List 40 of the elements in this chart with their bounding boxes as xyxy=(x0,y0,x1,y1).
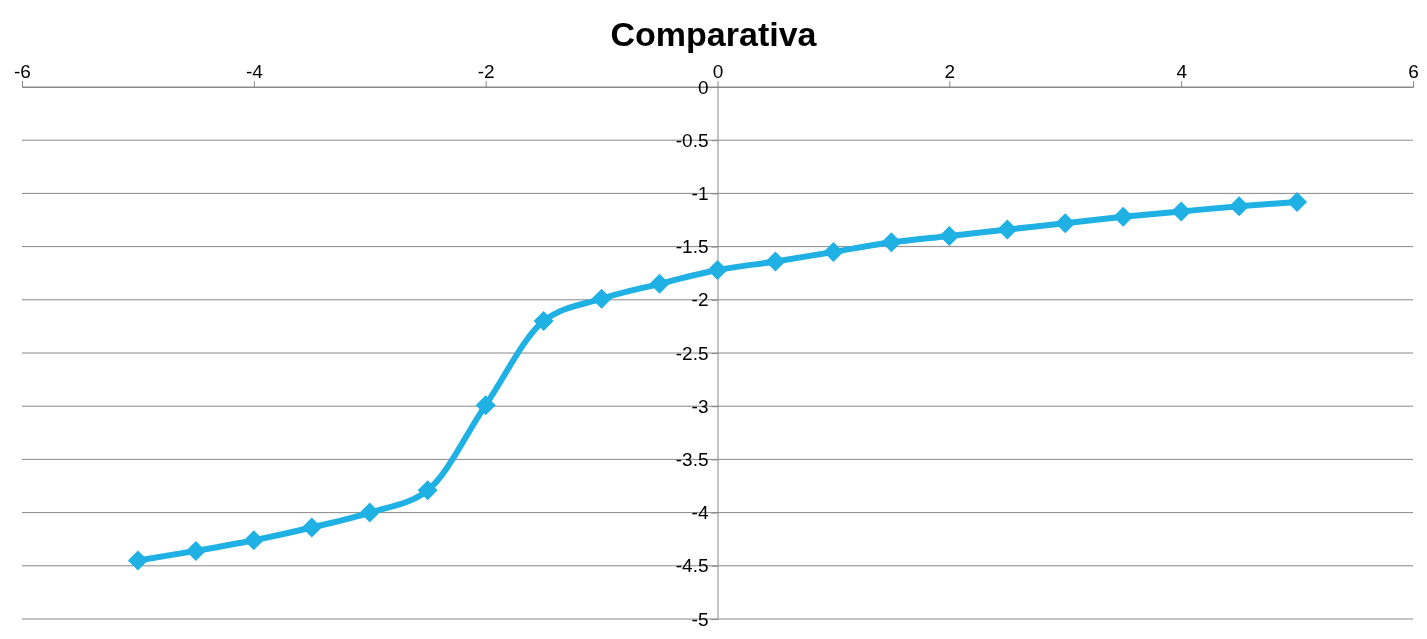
y-tick-label: -1.5 xyxy=(675,236,709,258)
y-tick-label: -1 xyxy=(691,182,709,204)
y-tick-label: -3 xyxy=(691,395,709,417)
y-tick-label: -5 xyxy=(691,608,709,630)
point xyxy=(939,225,960,246)
y-tick-label: -4.5 xyxy=(675,555,709,577)
point xyxy=(823,241,844,262)
x-tick-label: 6 xyxy=(1408,61,1419,82)
point xyxy=(301,517,322,538)
point xyxy=(765,251,786,272)
point xyxy=(997,219,1018,240)
point xyxy=(417,480,438,501)
y-tick-label: -4 xyxy=(691,502,709,524)
point xyxy=(649,273,670,294)
point xyxy=(533,311,554,332)
x-tick-label: -4 xyxy=(245,61,264,82)
x-tick-label: 0 xyxy=(712,61,724,82)
point xyxy=(1113,206,1134,227)
y-tick-label: -0.5 xyxy=(675,129,709,151)
y-tick-label: -2 xyxy=(691,289,709,311)
chart-title: Comparativa xyxy=(610,15,818,53)
point xyxy=(881,232,902,253)
point xyxy=(591,288,612,309)
y-tick-label: 0 xyxy=(697,76,709,98)
x-tick-label: 2 xyxy=(944,61,956,82)
point xyxy=(1055,213,1076,234)
point xyxy=(127,550,148,571)
point xyxy=(359,502,380,523)
x-tick-label: -6 xyxy=(14,61,31,82)
point xyxy=(243,530,264,551)
point xyxy=(185,540,206,561)
point xyxy=(1229,196,1250,217)
point xyxy=(707,260,728,281)
point xyxy=(1287,191,1308,212)
y-tick-label: -3.5 xyxy=(675,448,709,470)
x-tick-label: 4 xyxy=(1176,61,1188,82)
y-tick-label: -2.5 xyxy=(675,342,709,364)
x-tick-label: -2 xyxy=(477,61,495,82)
point xyxy=(1171,201,1192,222)
point xyxy=(475,395,496,416)
